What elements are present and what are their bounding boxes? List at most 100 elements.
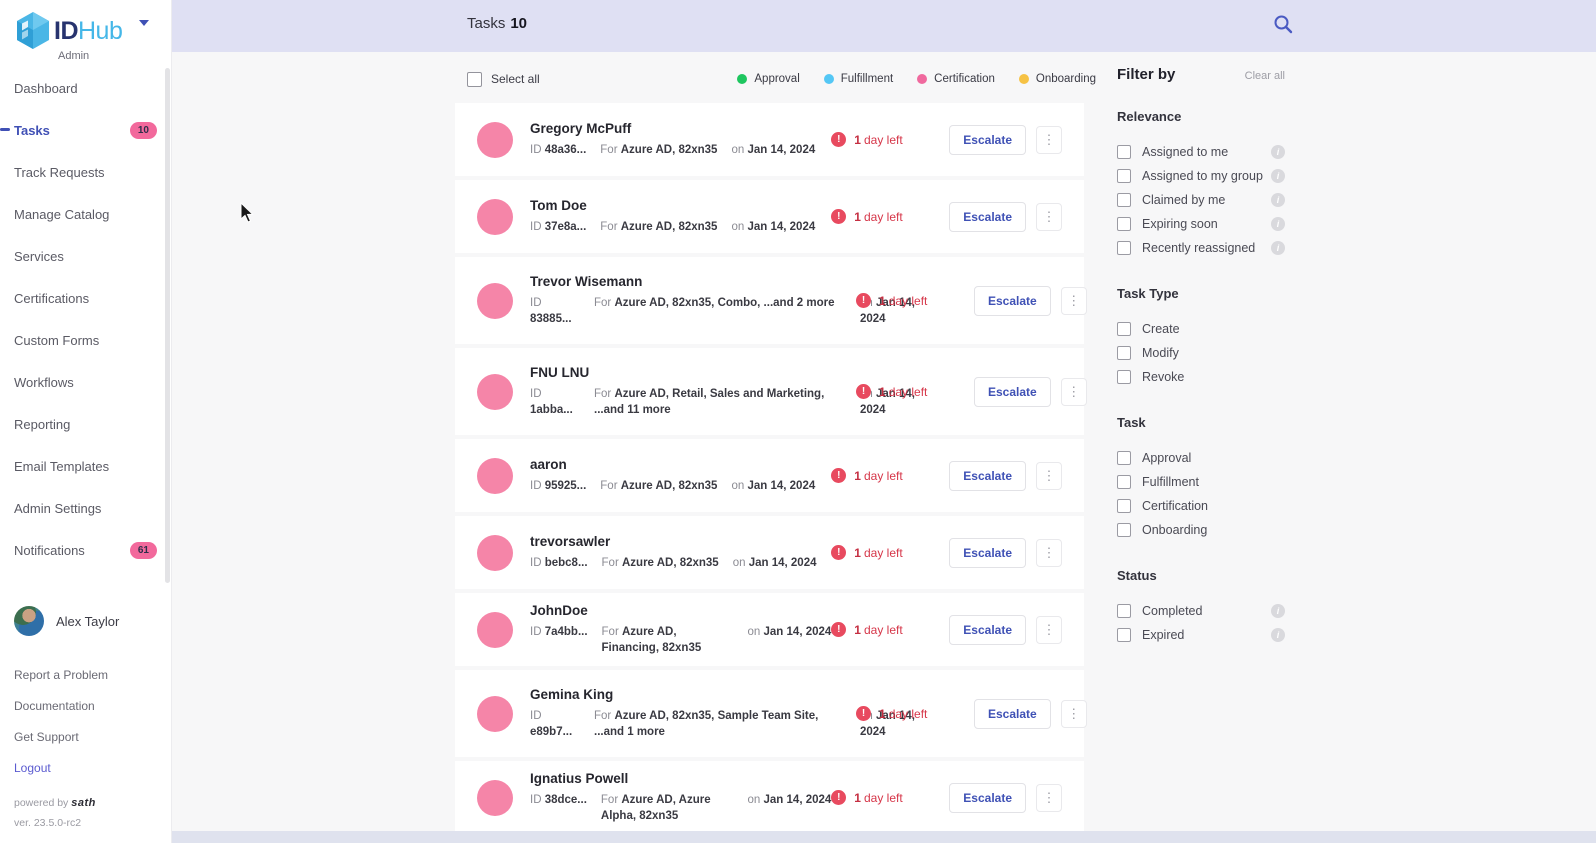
- escalate-button[interactable]: Escalate: [949, 460, 1026, 491]
- escalate-button[interactable]: Escalate: [949, 537, 1026, 568]
- filter-option[interactable]: Completed i: [1117, 599, 1285, 623]
- filter-option[interactable]: Fulfillment i: [1117, 470, 1285, 494]
- due-badge: ! 1 day left: [831, 209, 949, 224]
- escalate-button[interactable]: Escalate: [974, 285, 1051, 316]
- kebab-menu-icon[interactable]: ⋮: [1036, 125, 1062, 154]
- sidebar-link[interactable]: Documentation: [14, 698, 95, 713]
- info-icon[interactable]: i: [1271, 604, 1285, 618]
- filter-option[interactable]: Approval i: [1117, 446, 1285, 470]
- task-row[interactable]: Gregory McPuff ID 48a36... For Azure AD,…: [455, 103, 1084, 176]
- info-icon[interactable]: i: [1271, 628, 1285, 642]
- info-icon[interactable]: i: [1271, 145, 1285, 159]
- sidebar-link[interactable]: Get Support: [14, 729, 79, 744]
- task-user-name[interactable]: trevorsawler: [530, 534, 611, 549]
- sidebar-nav-item[interactable]: Admin Settings: [0, 487, 171, 529]
- filter-option[interactable]: Assigned to me i: [1117, 140, 1285, 164]
- filter-checkbox[interactable]: [1117, 628, 1131, 642]
- sidebar-nav-item[interactable]: Track Requests: [0, 151, 171, 193]
- filter-checkbox[interactable]: [1117, 604, 1131, 618]
- sidebar-link[interactable]: Logout: [14, 760, 51, 775]
- sidebar-nav-item[interactable]: Manage Catalog: [0, 193, 171, 235]
- sidebar-nav-item[interactable]: Custom Forms: [0, 319, 171, 361]
- filter-checkbox[interactable]: [1117, 523, 1131, 537]
- task-row[interactable]: JohnDoe ID 7a4bb... For Azure AD, Financ…: [455, 593, 1084, 666]
- task-row[interactable]: Gemina King ID e89b7... For Azure AD, 82…: [455, 670, 1087, 757]
- filter-checkbox[interactable]: [1117, 169, 1131, 183]
- escalate-button[interactable]: Escalate: [949, 782, 1026, 813]
- info-icon[interactable]: i: [1271, 241, 1285, 255]
- filter-checkbox[interactable]: [1117, 451, 1131, 465]
- filter-option[interactable]: Onboarding i: [1117, 518, 1285, 542]
- filter-option[interactable]: Revoke i: [1117, 365, 1285, 389]
- filter-option[interactable]: Create i: [1117, 317, 1285, 341]
- filter-checkbox[interactable]: [1117, 346, 1131, 360]
- kebab-menu-icon[interactable]: ⋮: [1060, 699, 1087, 728]
- sidebar-nav-item[interactable]: Email Templates: [0, 445, 171, 487]
- escalate-button[interactable]: Escalate: [949, 614, 1026, 645]
- filter-checkbox[interactable]: [1117, 370, 1131, 384]
- sidebar-link[interactable]: Report a Problem: [14, 667, 109, 682]
- info-icon[interactable]: i: [1271, 193, 1285, 207]
- task-user-name[interactable]: FNU LNU: [530, 365, 590, 380]
- task-user-name[interactable]: Tom Doe: [530, 198, 587, 213]
- task-row[interactable]: Tom Doe ID 37e8a... For Azure AD, 82xn35…: [455, 180, 1084, 253]
- chevron-down-icon[interactable]: [139, 20, 149, 26]
- task-user-name[interactable]: Gemina King: [530, 687, 614, 702]
- filter-option[interactable]: Certification i: [1117, 494, 1285, 518]
- info-icon[interactable]: i: [1271, 169, 1285, 183]
- escalate-button[interactable]: Escalate: [949, 124, 1026, 155]
- task-row[interactable]: Ignatius Powell ID 38dce... For Azure AD…: [455, 761, 1084, 834]
- task-user-name[interactable]: Ignatius Powell: [530, 771, 629, 786]
- filter-checkbox[interactable]: [1117, 217, 1131, 231]
- filter-option[interactable]: Recently reassigned i: [1117, 236, 1285, 260]
- filter-option[interactable]: Assigned to my group i: [1117, 164, 1285, 188]
- task-id: ID 37e8a...: [530, 221, 587, 233]
- kebab-menu-icon[interactable]: ⋮: [1060, 377, 1087, 406]
- task-user-name[interactable]: aaron: [530, 457, 567, 472]
- due-badge: ! 1 day left: [831, 790, 949, 805]
- task-row[interactable]: trevorsawler ID bebc8... For Azure AD, 8…: [455, 516, 1084, 589]
- task-user-name[interactable]: JohnDoe: [530, 603, 588, 618]
- select-all-checkbox[interactable]: [467, 71, 482, 87]
- due-text: 1 day left: [854, 545, 903, 560]
- kebab-menu-icon[interactable]: ⋮: [1036, 783, 1062, 812]
- task-user-name[interactable]: Gregory McPuff: [530, 121, 632, 136]
- sidebar-nav-item[interactable]: Services: [0, 235, 171, 277]
- escalate-button[interactable]: Escalate: [974, 698, 1051, 729]
- filter-checkbox[interactable]: [1117, 193, 1131, 207]
- clear-all-link[interactable]: Clear all: [1244, 70, 1285, 82]
- search-icon[interactable]: [1272, 13, 1298, 39]
- select-all[interactable]: Select all: [467, 71, 540, 87]
- kebab-menu-icon[interactable]: ⋮: [1036, 538, 1062, 567]
- info-icon[interactable]: i: [1271, 217, 1285, 231]
- task-row[interactable]: FNU LNU ID 1abba... For Azure AD, Retail…: [455, 348, 1087, 435]
- kebab-menu-icon[interactable]: ⋮: [1036, 202, 1062, 231]
- user-profile[interactable]: Alex Taylor: [0, 601, 171, 641]
- filter-checkbox[interactable]: [1117, 499, 1131, 513]
- sidebar-nav-item[interactable]: Dashboard: [0, 67, 171, 109]
- sidebar-nav-item[interactable]: Reporting: [0, 403, 171, 445]
- filter-checkbox[interactable]: [1117, 322, 1131, 336]
- kebab-menu-icon[interactable]: ⋮: [1036, 615, 1062, 644]
- filter-checkbox[interactable]: [1117, 475, 1131, 489]
- sidebar-nav-item[interactable]: Tasks 10: [0, 109, 171, 151]
- escalate-button[interactable]: Escalate: [974, 376, 1051, 407]
- sidebar-nav-item[interactable]: Certifications: [0, 277, 171, 319]
- filter-option[interactable]: Modify i: [1117, 341, 1285, 365]
- filter-option[interactable]: Claimed by me i: [1117, 188, 1285, 212]
- filter-option[interactable]: Expired i: [1117, 623, 1285, 647]
- filter-checkbox[interactable]: [1117, 241, 1131, 255]
- sidebar-scrollbar[interactable]: [165, 68, 170, 583]
- task-row[interactable]: Trevor Wisemann ID 83885... For Azure AD…: [455, 257, 1087, 344]
- kebab-menu-icon[interactable]: ⋮: [1060, 286, 1087, 315]
- task-row[interactable]: aaron ID 95925... For Azure AD, 82xn35 o…: [455, 439, 1084, 512]
- sidebar-nav-item[interactable]: Notifications 61: [0, 529, 171, 571]
- filter-option[interactable]: Expiring soon i: [1117, 212, 1285, 236]
- task-id: ID 38dce...: [530, 794, 587, 806]
- escalate-button[interactable]: Escalate: [949, 201, 1026, 232]
- filter-checkbox[interactable]: [1117, 145, 1131, 159]
- main-area: Tasks 10 Select all Approval: [172, 0, 1596, 843]
- task-user-name[interactable]: Trevor Wisemann: [530, 274, 643, 289]
- sidebar-nav-item[interactable]: Workflows: [0, 361, 171, 403]
- kebab-menu-icon[interactable]: ⋮: [1036, 461, 1062, 490]
